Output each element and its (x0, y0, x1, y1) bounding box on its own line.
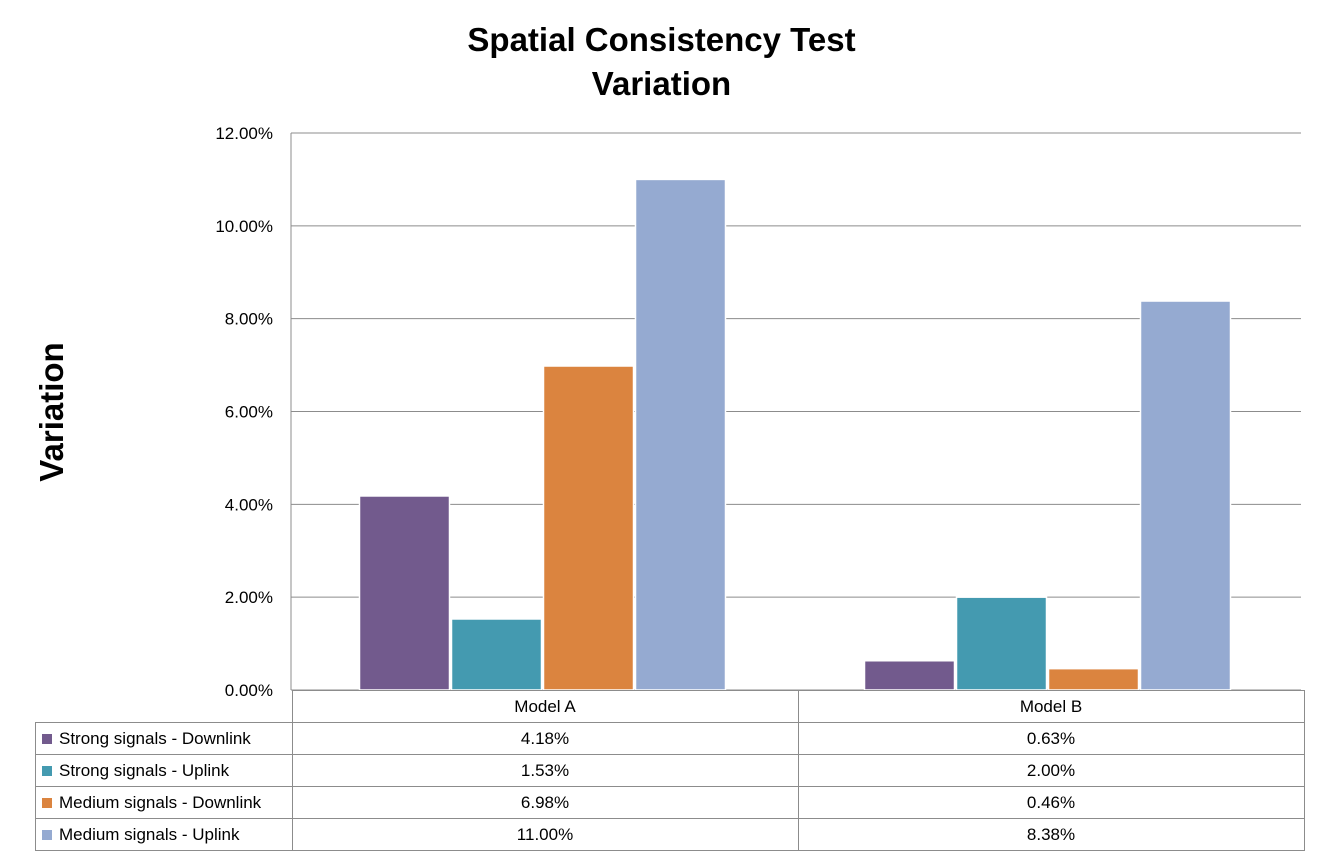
bar (1047, 667, 1140, 691)
table-row: Medium signals - Uplink 11.00% 8.38% (35, 818, 1305, 851)
legend-swatch (42, 829, 52, 840)
data-value-cell: 0.63% (797, 722, 1305, 755)
y-axis-ticks: 0.00%2.00%4.00%6.00%8.00%10.00%12.00% (215, 124, 273, 700)
y-tick-label: 6.00% (225, 403, 273, 422)
series-name: Strong signals - Downlink (59, 728, 251, 748)
bar (450, 618, 543, 691)
legend-entry: Strong signals - Downlink (35, 722, 293, 755)
bar (955, 596, 1048, 691)
bars (358, 178, 1232, 691)
legend-swatch (42, 765, 52, 776)
data-value-cell: 4.18% (291, 722, 799, 755)
chart-title-line-1: Spatial Consistency Test (467, 21, 856, 58)
y-tick-label: 12.00% (215, 124, 273, 143)
data-value-cell: 11.00% (291, 818, 799, 851)
series-name: Strong signals - Uplink (59, 760, 230, 780)
table-row: Medium signals - Downlink 6.98% 0.46% (35, 786, 1305, 819)
category-label: Model A (291, 690, 799, 723)
legend-swatch (42, 733, 52, 744)
table-corner (35, 690, 293, 723)
chart-title-line-2: Variation (591, 65, 732, 102)
legend-swatch (42, 797, 52, 808)
series-name: Medium signals - Uplink (59, 824, 240, 844)
table-row: Strong signals - Downlink 4.18% 0.63% (35, 722, 1305, 755)
data-value-cell: 1.53% (291, 754, 799, 787)
category-label: Model B (797, 690, 1305, 723)
y-tick-label: 10.00% (215, 217, 273, 236)
data-value-cell: 0.46% (797, 786, 1305, 819)
bar (542, 365, 635, 691)
y-tick-label: 8.00% (225, 310, 273, 329)
bar (358, 495, 451, 691)
legend-entry: Strong signals - Uplink (35, 754, 293, 787)
data-value-cell: 2.00% (797, 754, 1305, 787)
bar (863, 660, 956, 691)
legend-entry: Medium signals - Downlink (35, 786, 293, 819)
data-table: Model A Model B Strong signals - Downlink 4… (35, 690, 1305, 851)
data-value-cell: 6.98% (291, 786, 799, 819)
legend-entry: Medium signals - Uplink (35, 818, 293, 851)
bar-chart-plot: 0.00%2.00%4.00%6.00%8.00%10.00%12.00% (215, 124, 1301, 700)
table-row: Strong signals - Uplink 1.53% 2.00% (35, 754, 1305, 787)
table-header-row: Model A Model B (35, 690, 1305, 723)
y-tick-label: 2.00% (225, 588, 273, 607)
chart-title: Spatial Consistency Test Variation (0, 18, 1323, 106)
series-name: Medium signals - Downlink (59, 792, 262, 812)
y-tick-label: 4.00% (225, 495, 273, 514)
bar (1139, 300, 1232, 691)
bar (634, 178, 727, 691)
data-value-cell: 8.38% (797, 818, 1305, 851)
